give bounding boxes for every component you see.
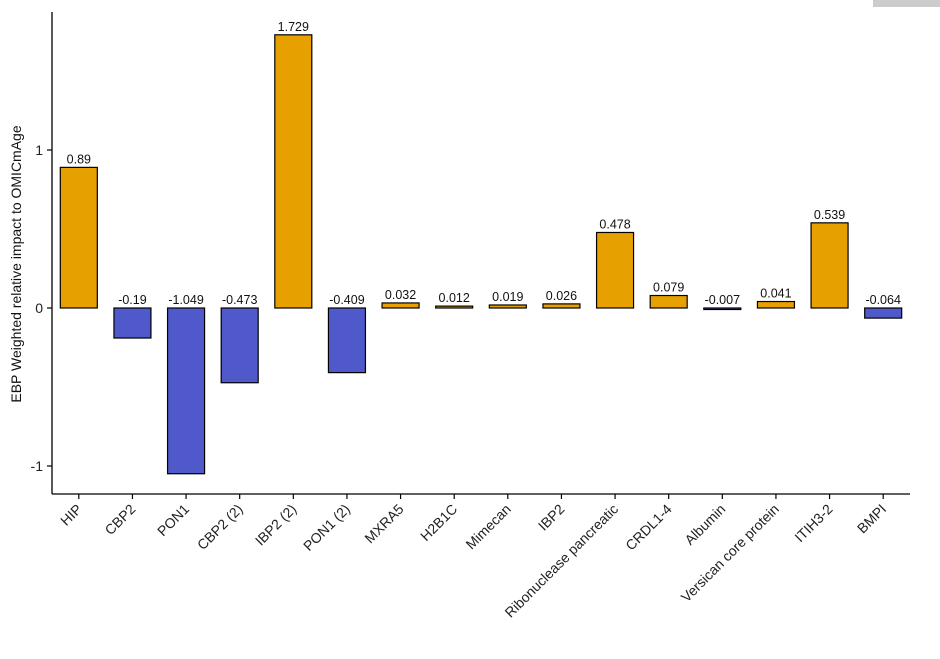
bar-value-label: -0.473 (222, 293, 257, 307)
bar (488, 304, 527, 309)
x-tick-label: IBP2 (2) (252, 501, 300, 549)
y-tick-label: -1 (31, 458, 44, 474)
bar-value-label: -0.064 (865, 293, 900, 307)
bar-value-label: 0.89 (67, 152, 91, 166)
bar (435, 305, 474, 309)
bar-value-label: 0.539 (814, 208, 845, 222)
x-tick-label: CRDL1-4 (622, 501, 675, 554)
x-tick-label: MXRA5 (361, 501, 407, 547)
bar-value-label: -1.049 (168, 293, 203, 307)
x-tick-label: BMPI (854, 501, 890, 537)
x-tick-label: Versican core protein (678, 501, 782, 605)
x-tick-label: PON1 (2) (300, 501, 353, 554)
bar-value-label: -0.19 (118, 293, 147, 307)
bar (327, 307, 367, 374)
x-tick-label: Albumin (681, 501, 728, 548)
x-tick-label: Ribonuclease pancreatic (501, 501, 621, 621)
bar (864, 307, 903, 319)
x-tick-label: HIP (57, 501, 85, 529)
bar (113, 307, 152, 339)
bar (595, 231, 635, 309)
y-tick-label: 1 (35, 142, 43, 158)
bar-value-label: 0.032 (385, 288, 416, 302)
x-tick-label: Mimecan (462, 501, 513, 552)
bar-value-label: -0.409 (329, 293, 364, 307)
bar-value-label: 0.026 (546, 289, 577, 303)
bar-value-label: 0.012 (439, 291, 470, 305)
bar-value-label: 1.729 (278, 20, 309, 34)
x-tick-label: CBP2 (101, 501, 138, 538)
x-tick-label: H2B1C (417, 501, 460, 544)
bar (810, 222, 849, 309)
bar (381, 302, 420, 309)
bar-value-label: 0.079 (653, 281, 684, 295)
bar (756, 300, 796, 309)
bar (59, 166, 98, 309)
x-tick-label: PON1 (154, 501, 192, 539)
x-tick-label: ITIH3-2 (791, 501, 835, 545)
x-tick-label: CBP2 (2) (194, 501, 246, 553)
bar-value-label: 0.478 (599, 217, 630, 231)
x-tick-label: IBP2 (535, 501, 568, 534)
bar-value-label: -0.007 (705, 293, 740, 307)
bar (649, 294, 688, 309)
bar (220, 307, 259, 384)
bar (274, 34, 313, 309)
corner-toolbar-strip (873, 0, 940, 7)
bar (166, 307, 206, 475)
bar (542, 303, 581, 309)
y-tick-label: 0 (35, 300, 43, 316)
bar-value-label: 0.041 (760, 287, 791, 301)
bar (703, 307, 742, 311)
bar-value-label: 0.019 (492, 290, 523, 304)
